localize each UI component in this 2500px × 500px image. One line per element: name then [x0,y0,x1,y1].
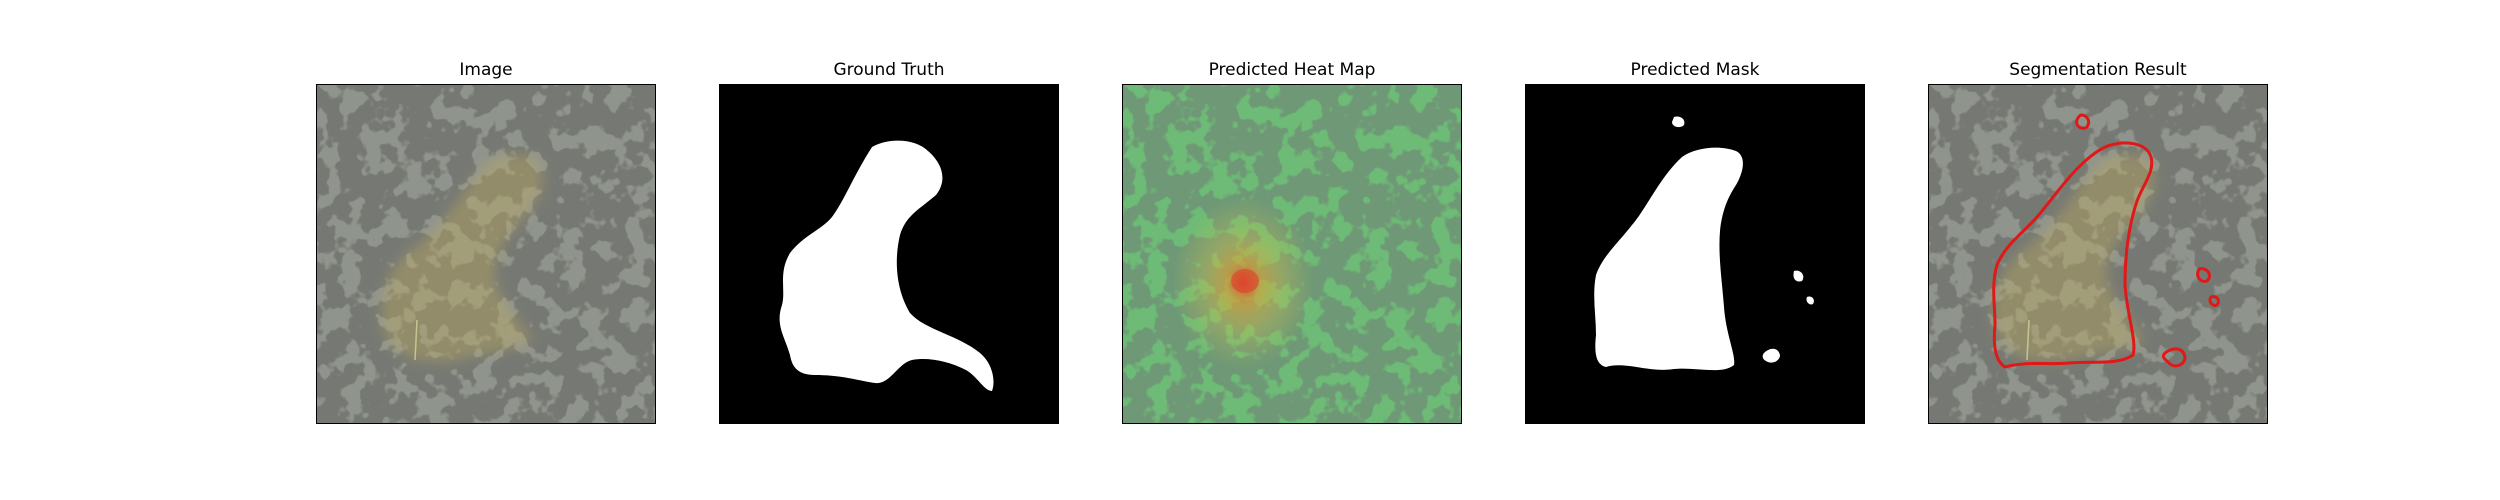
panel-ground-truth: Ground Truth [719,0,1059,500]
panel-heat-map: Predicted Heat Map [1122,0,1462,500]
panel-image: Image [316,0,656,500]
predicted-heat-map [1122,84,1462,424]
panel-segmentation-result: Segmentation Result [1928,0,2268,500]
ground-truth-mask [719,84,1059,424]
panel-predicted-mask: Predicted Mask [1525,0,1865,500]
panel-title-ground-truth: Ground Truth [833,60,945,80]
predicted-mask [1525,84,1865,424]
panel-title-heat-map: Predicted Heat Map [1208,60,1376,80]
panel-title-image: Image [459,60,513,80]
panel-title-segmentation-result: Segmentation Result [2009,60,2187,80]
input-image [316,84,656,424]
segmentation-overlay [1928,84,2268,424]
panel-title-predicted-mask: Predicted Mask [1630,60,1760,80]
